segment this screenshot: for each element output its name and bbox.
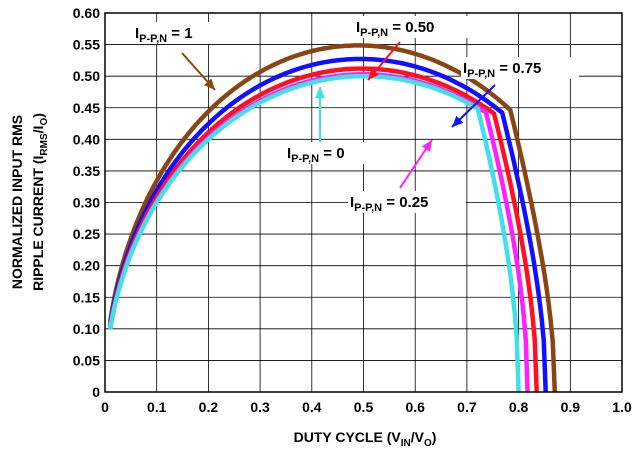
y-tick-label: 0.10	[73, 321, 100, 337]
annotation-arrowhead	[315, 87, 325, 98]
annotation-backdrop	[461, 57, 579, 79]
chart-series-layer	[107, 43, 558, 393]
annotation-label: IP-P,N = 0.50	[356, 19, 434, 39]
x-tick-label: 0.6	[405, 399, 425, 415]
y-tick-label: 0.50	[73, 68, 100, 84]
plot-frame	[104, 12, 623, 393]
y-tick-label: 0.05	[73, 352, 100, 368]
chart-annotations: IP-P,N = 1 IP-P,N = 0.50 IP-P,N = 0.75 IP-P…	[133, 16, 579, 214]
annotation-backdrop	[133, 22, 251, 44]
series-line-0_25	[107, 72, 530, 393]
annotation-label: IP-P,N = 0.25	[350, 194, 428, 214]
x-tick-label: 0.7	[457, 399, 477, 415]
x-tick-label: 0.9	[561, 399, 581, 415]
annotation-arrowhead	[203, 78, 215, 90]
x-tick-label: 0	[101, 399, 109, 415]
x-tick-label: 0.1	[147, 399, 167, 415]
annotation-backdrop	[348, 191, 466, 213]
x-tick-label: 0.4	[302, 399, 322, 415]
y-tick-label: 0.35	[73, 163, 100, 179]
x-tick-label: 1.0	[612, 399, 632, 415]
x-tick-label: 0.8	[509, 399, 529, 415]
y-tick-label: 0.55	[73, 37, 100, 53]
annotation-arrowhead	[452, 115, 464, 127]
annotation-arrowhead	[421, 140, 432, 152]
x-axis-title: DUTY CYCLE (VIN/VO)	[294, 429, 437, 449]
chart-tick-labels: 0 0.1 0.2 0.3 0.4 0.5 0.6 0.7 0.8 0.9 1.0 0 0.05 0.10…	[73, 5, 632, 415]
y-tick-label: 0.40	[73, 131, 100, 147]
annotation-arrowhead	[368, 68, 379, 80]
y-tick-label: 0.30	[73, 195, 100, 211]
series-line-0	[107, 73, 521, 393]
y-tick-label: 0.20	[73, 258, 100, 274]
y-tick-label: 0.15	[73, 289, 100, 305]
series-line-0_75	[107, 56, 548, 393]
y-axis-title-line1: NORMALIZED INPUT RMS	[9, 115, 25, 289]
y-tick-label: 0.25	[73, 226, 100, 242]
y-tick-label: 0	[92, 384, 100, 400]
annotation-label: IP-P,N = 1	[135, 25, 193, 45]
y-tick-label: 0.45	[73, 100, 100, 116]
annotation-label: IP-P,N = 0.75	[463, 60, 541, 80]
x-tick-label: 0.5	[354, 399, 374, 415]
annotation-label: IP-P,N = 0	[287, 145, 345, 165]
series-line-1	[107, 43, 558, 393]
y-tick-label: 0.60	[73, 5, 100, 21]
annotation-backdrop	[354, 16, 472, 38]
x-tick-label: 0.3	[250, 399, 270, 415]
x-tick-label: 0.2	[199, 399, 219, 415]
y-axis-title-line2: RIPPLE CURRENT (IRMS/IO)	[30, 113, 50, 291]
series-line-0_5	[107, 66, 539, 393]
annotation-backdrop	[285, 142, 403, 164]
